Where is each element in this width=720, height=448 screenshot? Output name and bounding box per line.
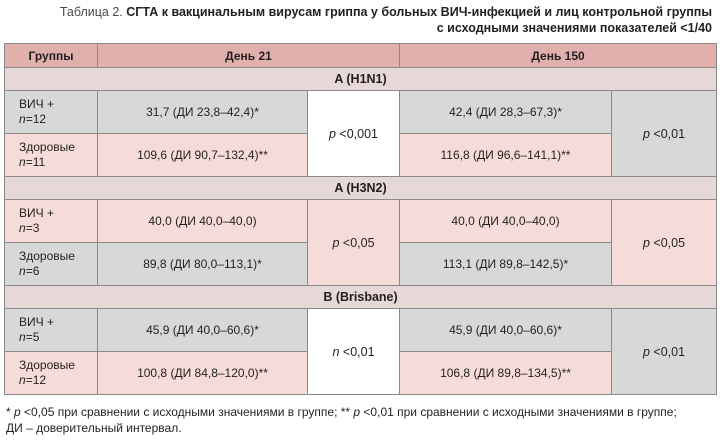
day150-value: 106,8 (ДИ 89,8–134,5)** — [399, 351, 612, 395]
day21-value: 100,8 (ДИ 84,8–120,0)** — [97, 351, 308, 395]
day21-value: 45,9 (ДИ 40,0–60,6)* — [97, 308, 308, 352]
n-value: =6 — [25, 264, 40, 278]
p-value-day21: p <0,001 — [307, 90, 400, 177]
table-row: Здоровые n=12 100,8 (ДИ 84,8–120,0)** 10… — [4, 351, 717, 395]
n-label: n — [19, 330, 26, 344]
p-value-day21: p <0,05 — [307, 199, 400, 286]
p-value-day150: p <0,01 — [610, 90, 718, 177]
day21-value: 40,0 (ДИ 40,0–40,0) — [97, 199, 308, 243]
footnote-line-2: ДИ – доверительный интервал. — [6, 421, 182, 435]
header-row: Группы День 21 День 150 — [4, 43, 718, 68]
table-row: Здоровые n=11 109,6 (ДИ 90,7–132,4)** 11… — [4, 133, 717, 177]
n-value: =12 — [25, 112, 47, 126]
n-value: =3 — [25, 221, 40, 235]
p-value-day150: p <0,01 — [610, 308, 718, 395]
caption-line-1: Таблица 2. СГТА к вакцинальным вирусам г… — [8, 4, 712, 20]
section-title: A (H1N1) — [3, 67, 718, 91]
table-row: ВИЧ + n=12 31,7 (ДИ 23,8–42,4)* p <0,001… — [4, 90, 718, 177]
table-row: ВИЧ + n=5 45,9 (ДИ 40,0–60,6)* n <0,01 4… — [4, 308, 718, 395]
section-header-row: A (H3N2) — [3, 176, 718, 200]
day150-value: 116,8 (ДИ 96,6–141,1)** — [399, 133, 612, 177]
section-header-row: B (Brisbane) — [3, 285, 718, 309]
section-title: B (Brisbane) — [3, 285, 718, 309]
group-cell: Здоровые n=12 — [4, 351, 98, 395]
n-value: =11 — [25, 155, 46, 169]
group-name: Здоровые — [19, 358, 75, 372]
results-table: Группы День 21 День 150 A (H1N1) ВИЧ + n… — [3, 43, 718, 395]
section-header-row: A (H1N1) — [3, 67, 718, 91]
n-label: n — [19, 155, 26, 169]
day150-value: 113,1 (ДИ 89,8–142,5)* — [399, 242, 612, 286]
day21-value: 109,6 (ДИ 90,7–132,4)** — [97, 133, 308, 177]
header-day21: День 21 — [97, 43, 400, 68]
group-name: ВИЧ + — [19, 97, 54, 111]
table-row: ВИЧ + n=3 40,0 (ДИ 40,0–40,0) p <0,05 40… — [4, 199, 718, 286]
n-label: n — [19, 112, 26, 126]
group-name: Здоровые — [19, 249, 75, 263]
header-day150: День 150 — [398, 43, 718, 68]
day150-value: 40,0 (ДИ 40,0–40,0) — [399, 199, 612, 243]
table-row: Здоровые n=6 89,8 (ДИ 80,0–113,1)* 113,1… — [4, 242, 717, 286]
n-label: n — [19, 264, 26, 278]
group-cell: ВИЧ + n=5 — [4, 308, 98, 352]
group-cell: ВИЧ + n=12 — [4, 90, 98, 134]
group-name: ВИЧ + — [19, 206, 54, 220]
day21-value: 31,7 (ДИ 23,8–42,4)* — [97, 90, 308, 134]
section-title: A (H3N2) — [3, 176, 718, 200]
group-cell: Здоровые n=11 — [4, 133, 98, 177]
n-label: n — [19, 221, 26, 235]
day150-value: 42,4 (ДИ 28,3–67,3)* — [399, 90, 612, 134]
p-value-day21: n <0,01 — [307, 308, 400, 395]
group-cell: ВИЧ + n=3 — [4, 199, 98, 243]
footnote-line-1: * p <0,05 при сравнении с исходными знач… — [6, 405, 677, 419]
table-title-line-2: с исходными значениями показателей <1/40 — [436, 21, 712, 35]
header-groups: Группы — [4, 43, 98, 68]
group-name: ВИЧ + — [19, 315, 54, 329]
group-name: Здоровые — [19, 140, 75, 154]
table-label: Таблица 2. — [59, 5, 123, 19]
n-value: =12 — [25, 373, 47, 387]
n-value: =5 — [25, 330, 40, 344]
table-caption: Таблица 2. СГТА к вакцинальным вирусам г… — [8, 4, 712, 36]
p-value-day150: p <0,05 — [610, 199, 718, 286]
table-footnote: * p <0,05 при сравнении с исходными знач… — [6, 404, 716, 436]
n-label: n — [19, 373, 26, 387]
day150-value: 45,9 (ДИ 40,0–60,6)* — [399, 308, 612, 352]
day21-value: 89,8 (ДИ 80,0–113,1)* — [97, 242, 308, 286]
group-cell: Здоровые n=6 — [4, 242, 98, 286]
table-title-line-1: СГТА к вакцинальным вирусам гриппа у бол… — [126, 5, 712, 19]
